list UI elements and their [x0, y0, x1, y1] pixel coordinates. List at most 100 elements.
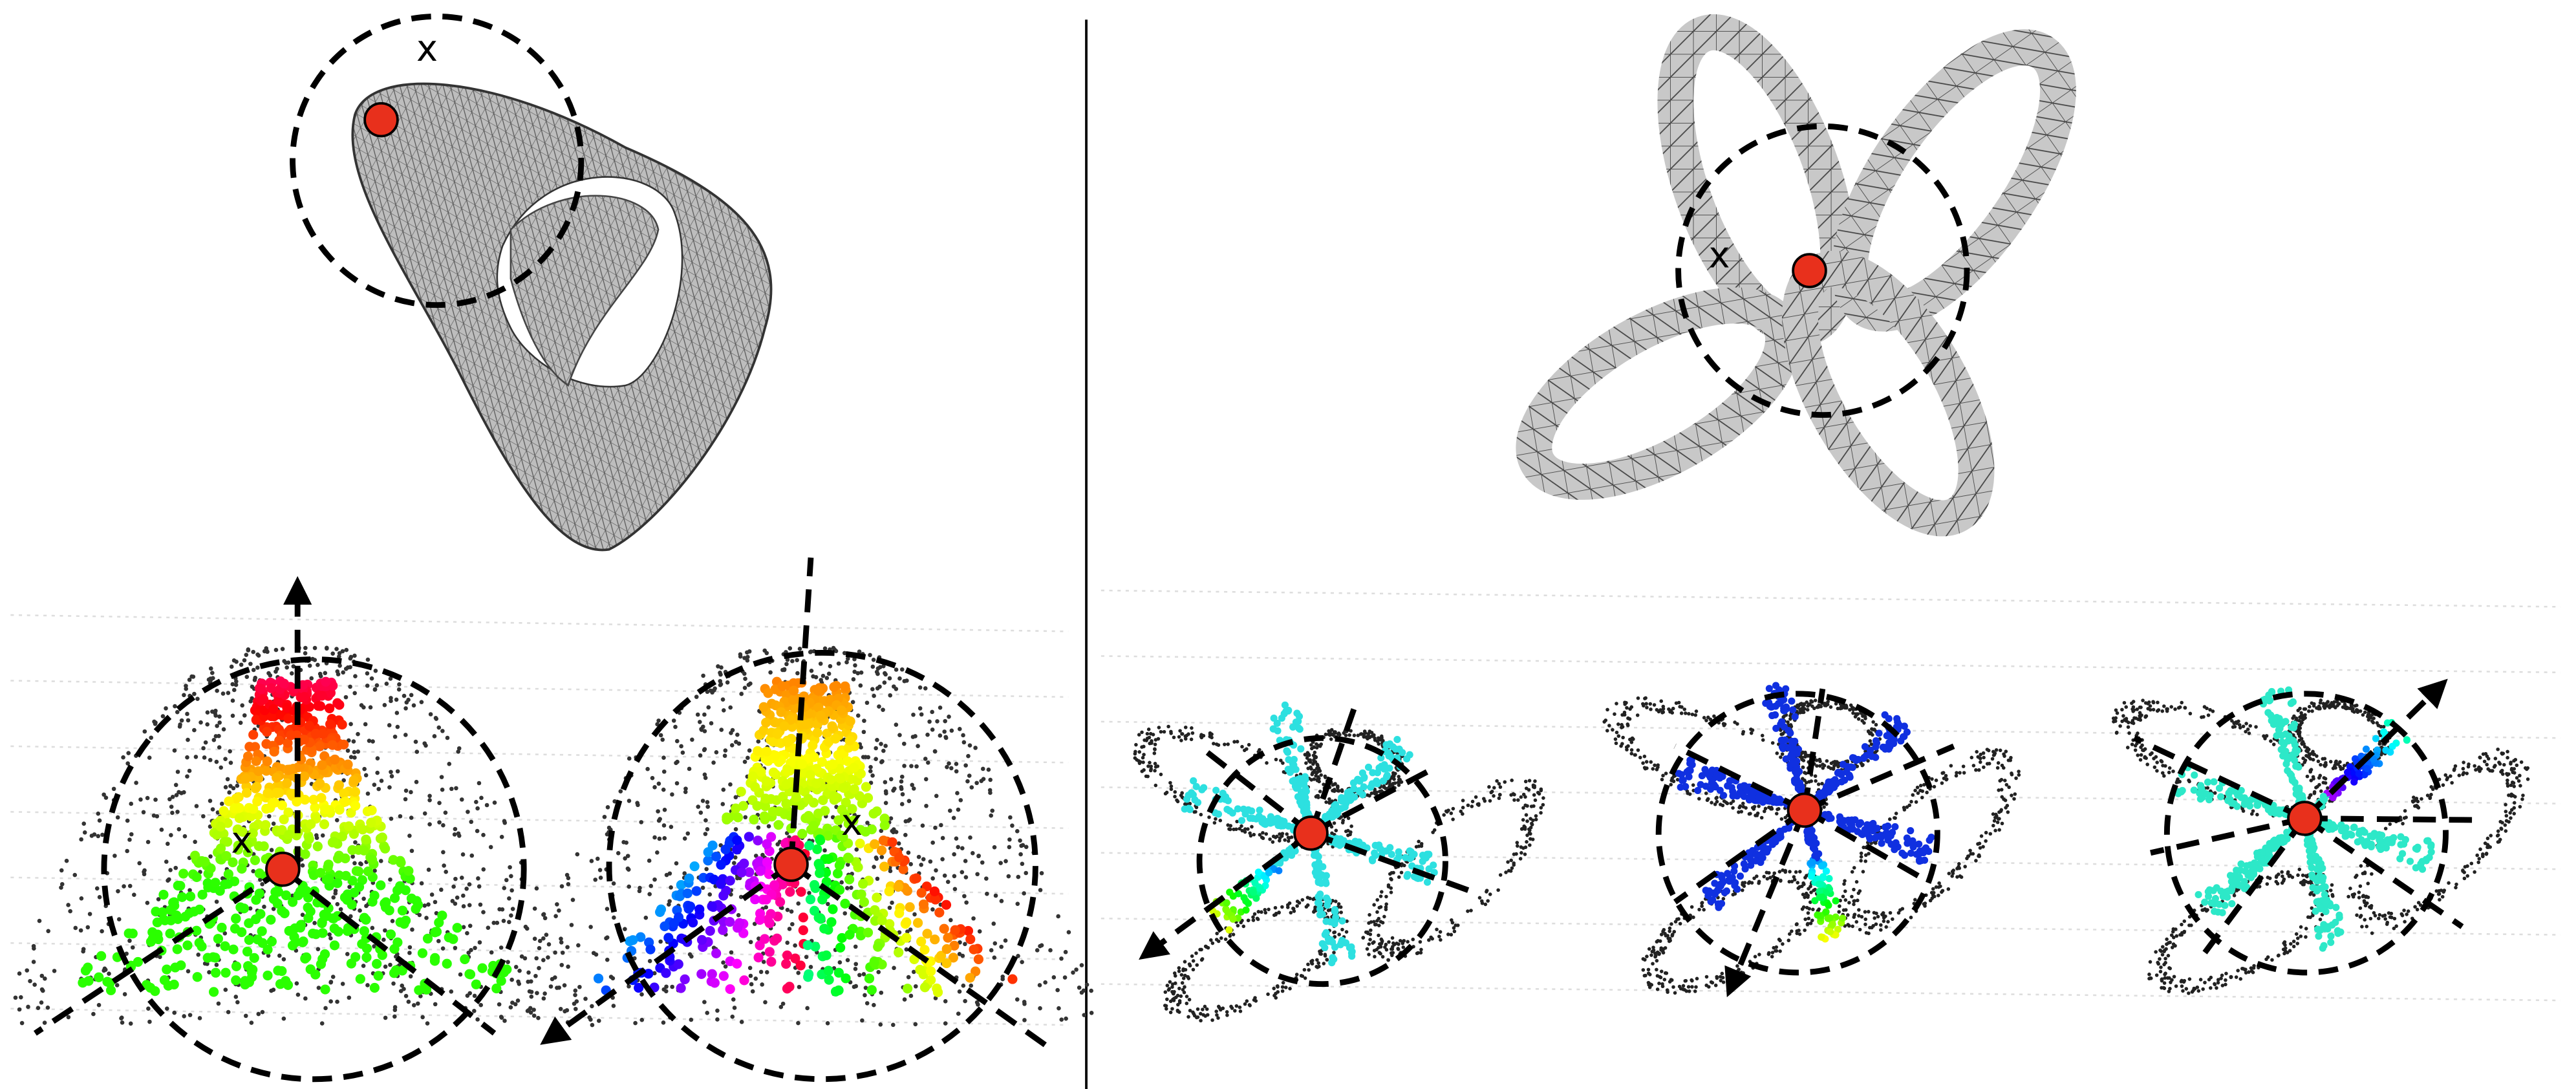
- cloud-point: [890, 901, 894, 905]
- cloud-point: [1207, 946, 1210, 950]
- cloud-point: [352, 691, 357, 695]
- cloud-point: [542, 991, 547, 996]
- cloud-point: [1814, 779, 1818, 783]
- cloud-point: [884, 789, 888, 793]
- cloud-point: [839, 880, 844, 885]
- cloud-point: [266, 915, 275, 925]
- cloud-point: [890, 829, 894, 834]
- cloud-point: [1384, 895, 1388, 899]
- cloud-point: [628, 935, 638, 945]
- cloud-point: [1195, 806, 1199, 810]
- cloud-point: [747, 748, 752, 753]
- cloud-point: [1671, 985, 1675, 989]
- cloud-point: [1442, 813, 1446, 817]
- cloud-point: [750, 782, 760, 792]
- cloud-point: [1210, 733, 1214, 737]
- cloud-point: [1495, 779, 1499, 783]
- cloud-point: [441, 946, 445, 951]
- cloud-point: [904, 819, 908, 824]
- cloud-point: [1882, 916, 1886, 920]
- cloud-point: [210, 953, 220, 962]
- cloud-point: [248, 730, 258, 740]
- cloud-point: [1666, 988, 1669, 992]
- cloud-point: [358, 909, 362, 913]
- cloud-point: [502, 819, 507, 824]
- cloud-point: [341, 649, 345, 654]
- cloud-point: [277, 906, 286, 916]
- cloud-point: [674, 959, 683, 969]
- cloud-point: [1140, 731, 1144, 735]
- cloud-point: [193, 840, 197, 845]
- cloud-point: [453, 946, 458, 951]
- cloud-point: [797, 759, 807, 769]
- cloud-point: [1486, 899, 1490, 903]
- cloud-point: [301, 953, 311, 962]
- cloud-point: [950, 925, 960, 935]
- cloud-point: [20, 1021, 25, 1026]
- cloud-point: [703, 773, 707, 777]
- cloud-point: [533, 936, 537, 941]
- cloud-point: [809, 649, 813, 654]
- cloud-point: [439, 888, 444, 892]
- cloud-point: [1397, 775, 1401, 779]
- cloud-point: [594, 973, 603, 983]
- cloud-point: [1986, 748, 1990, 751]
- cloud-point: [1767, 871, 1771, 875]
- cloud-point: [457, 746, 462, 751]
- cloud-point: [1752, 807, 1755, 811]
- cloud-point: [765, 970, 769, 975]
- cloud-point: [1931, 893, 1935, 897]
- cloud-point: [719, 971, 729, 981]
- cloud-point: [1752, 876, 1756, 880]
- cloud-point: [1185, 995, 1189, 998]
- cloud-point: [796, 901, 800, 906]
- cloud-point: [1174, 974, 1177, 978]
- cloud-point: [499, 1015, 504, 1019]
- cloud-point: [804, 794, 813, 804]
- cloud-point: [473, 946, 477, 951]
- cloud-point: [407, 951, 412, 955]
- cloud-point: [943, 874, 947, 878]
- cloud-point: [231, 713, 235, 718]
- cloud-point: [636, 803, 640, 807]
- cloud-point: [370, 983, 380, 993]
- cloud-point: [338, 720, 347, 729]
- cloud-point: [884, 801, 888, 805]
- cloud-point: [1134, 743, 1138, 747]
- cloud-point: [103, 967, 107, 971]
- cloud-point: [1852, 900, 1856, 903]
- cloud-point: [331, 975, 336, 979]
- cloud-point: [1719, 803, 1723, 806]
- cloud-point: [926, 966, 936, 976]
- cloud-point: [1018, 838, 1022, 843]
- cloud-point: [1008, 815, 1013, 820]
- cloud-point: [670, 792, 674, 797]
- cloud-point: [626, 854, 630, 858]
- cloud-point: [396, 769, 400, 773]
- cloud-point: [1307, 968, 1311, 972]
- cloud-point: [38, 919, 42, 923]
- cloud-point: [762, 776, 771, 786]
- cloud-point: [477, 781, 482, 786]
- cloud-point: [1282, 981, 1285, 985]
- cloud-point: [736, 913, 741, 918]
- cloud-point: [979, 779, 983, 783]
- cloud-point: [1935, 885, 1938, 889]
- cloud-point: [1661, 774, 1665, 778]
- cloud-point: [1735, 964, 1739, 968]
- cloud-point: [806, 894, 815, 904]
- cloud-point: [605, 907, 610, 911]
- cloud-point: [885, 887, 894, 896]
- cloud-point: [670, 985, 674, 989]
- cloud-point: [933, 987, 943, 997]
- cloud-point: [901, 792, 905, 797]
- cloud-point: [228, 749, 232, 754]
- cloud-point: [412, 1003, 416, 1008]
- cloud-point: [795, 671, 800, 676]
- cloud-point: [822, 848, 827, 853]
- cloud-point: [407, 894, 416, 903]
- cloud-point: [559, 940, 564, 945]
- cloud-point: [1144, 775, 1148, 779]
- cloud-point: [590, 1004, 594, 1009]
- cloud-point: [1521, 818, 1525, 822]
